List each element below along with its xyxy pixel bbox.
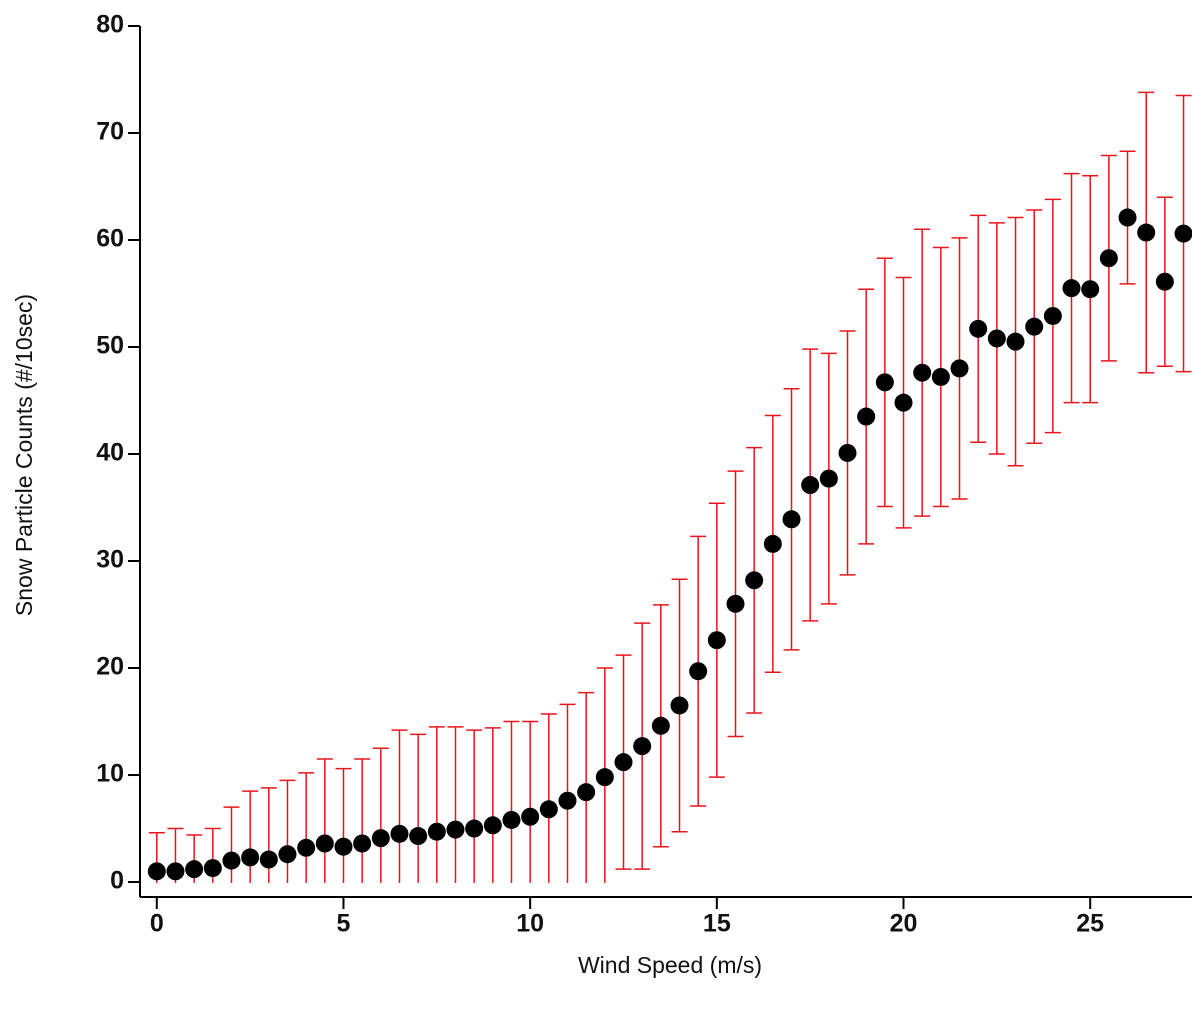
point: [539, 800, 558, 819]
point: [745, 571, 764, 590]
point: [371, 829, 390, 848]
point: [857, 407, 876, 426]
point: [950, 359, 969, 378]
point: [670, 696, 689, 715]
point: [633, 737, 652, 756]
y-tick-label: 0: [110, 867, 124, 895]
point: [577, 783, 596, 802]
point: [614, 753, 633, 772]
point: [558, 791, 577, 810]
point: [651, 716, 670, 735]
error-bars: [148, 91, 1192, 883]
point: [838, 443, 857, 462]
point: [166, 862, 185, 881]
y-tick-label: 70: [96, 118, 124, 146]
point: [894, 393, 913, 412]
point: [1025, 317, 1044, 336]
point: [1137, 223, 1156, 242]
point: [931, 367, 950, 386]
point: [801, 476, 820, 495]
x-tick-label: 0: [150, 910, 164, 938]
y-axis-title: Snow Particle Counts (#/10sec): [11, 294, 37, 616]
point: [689, 662, 708, 681]
y-tick-label: 80: [96, 11, 124, 39]
point: [1155, 272, 1174, 291]
point: [521, 807, 540, 826]
point: [502, 810, 521, 829]
point: [446, 820, 465, 839]
point: [913, 363, 932, 382]
point: [969, 319, 988, 338]
point: [334, 837, 353, 856]
point: [353, 834, 372, 853]
point: [297, 838, 316, 857]
point: [409, 827, 428, 846]
point: [483, 816, 502, 835]
x-tick-label: 15: [703, 910, 731, 938]
y-tick-label: 60: [96, 225, 124, 253]
x-axis-title: Wind Speed (m/s): [578, 952, 762, 978]
point: [987, 329, 1006, 348]
point: [1099, 249, 1118, 268]
point: [427, 822, 446, 841]
point: [595, 768, 614, 787]
point: [259, 850, 278, 869]
point: [241, 848, 260, 867]
point: [782, 510, 801, 529]
point: [1006, 332, 1025, 351]
x-tick-label: 20: [890, 910, 918, 938]
x-tick-label: 10: [516, 910, 544, 938]
point: [203, 859, 222, 878]
point: [819, 469, 838, 488]
point: [185, 860, 204, 879]
point: [390, 824, 409, 843]
point: [147, 862, 166, 881]
y-tick-label: 40: [96, 439, 124, 467]
y-tick-label: 30: [96, 546, 124, 574]
x-tick-label: 5: [337, 910, 351, 938]
y-tick-label: 50: [96, 332, 124, 360]
x-tick-label: 25: [1076, 910, 1104, 938]
y-tick-label: 10: [96, 760, 124, 788]
point: [465, 819, 484, 838]
point: [763, 534, 782, 553]
point: [1118, 208, 1137, 227]
point: [278, 845, 297, 864]
point: [1043, 306, 1062, 325]
point: [1174, 224, 1192, 243]
point: [1081, 280, 1100, 299]
y-tick-label: 20: [96, 653, 124, 681]
point: [1062, 279, 1081, 298]
point: [222, 851, 241, 870]
point: [875, 373, 894, 392]
point: [315, 834, 334, 853]
point: [707, 631, 726, 650]
point: [726, 594, 745, 613]
